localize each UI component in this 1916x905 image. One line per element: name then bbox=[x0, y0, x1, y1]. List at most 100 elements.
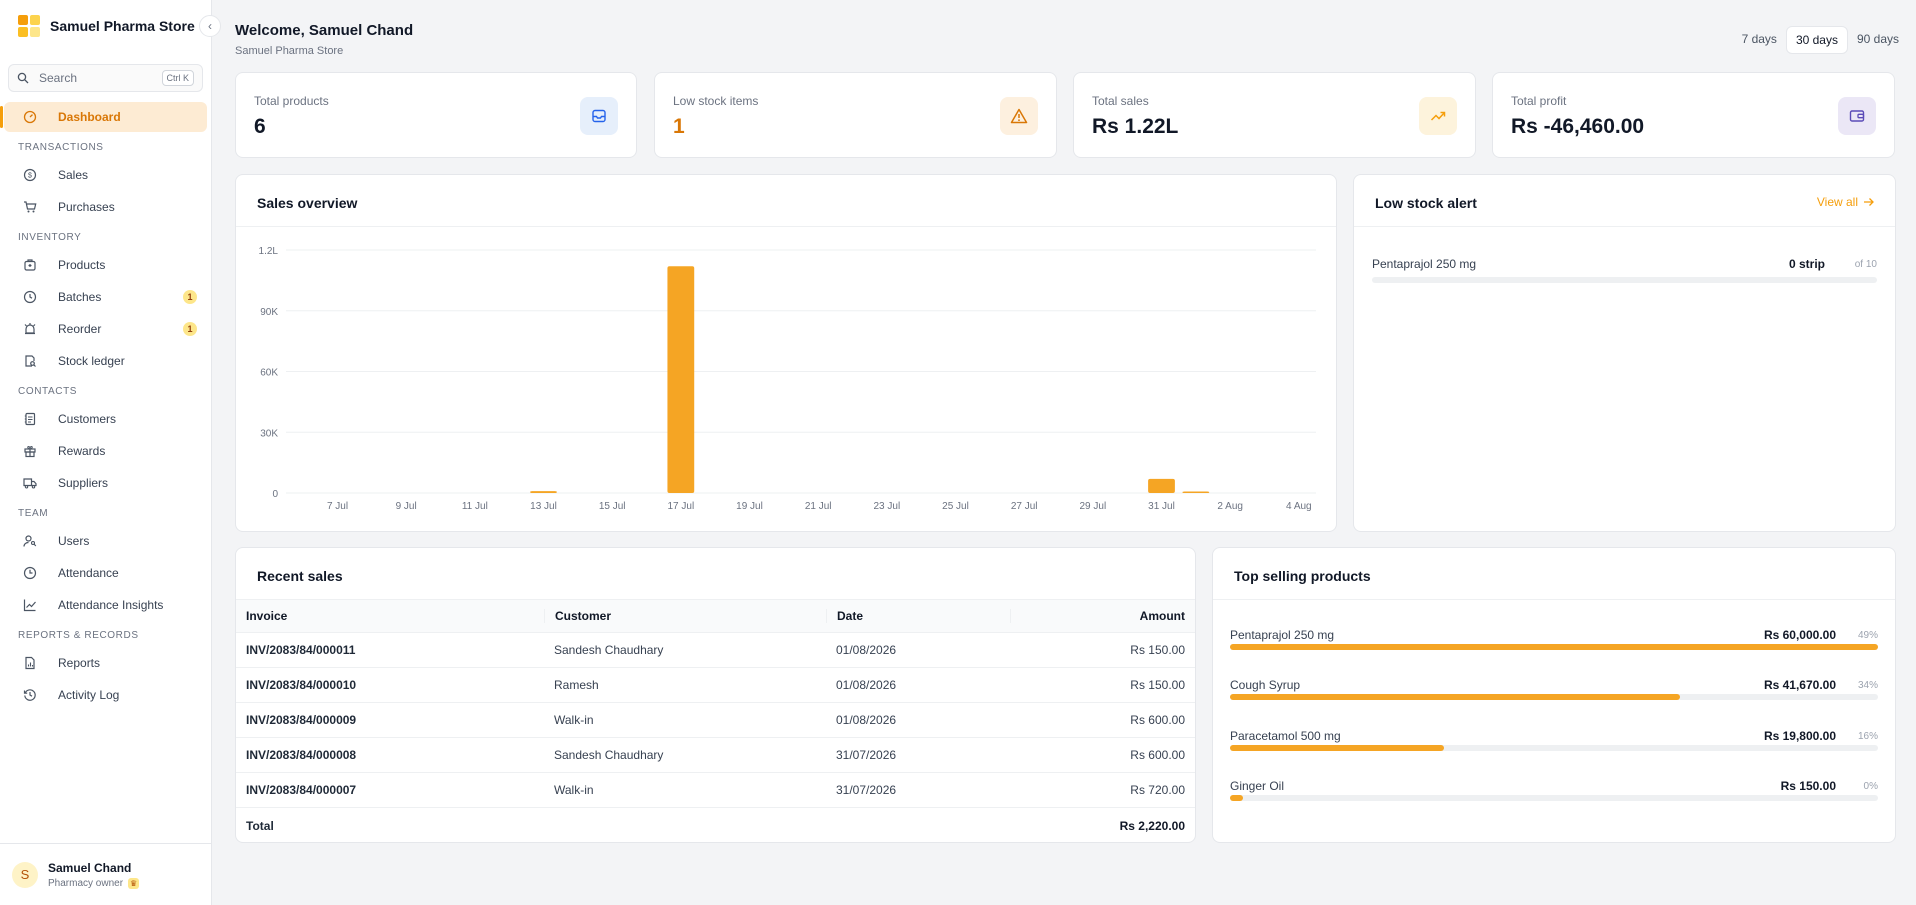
range-30-days[interactable]: 30 days bbox=[1785, 26, 1848, 54]
sidebar-item-rewards[interactable]: Rewards bbox=[4, 436, 207, 466]
table-header: Invoice Customer Date Amount bbox=[236, 599, 1195, 633]
section-team: TEAM bbox=[18, 508, 49, 519]
sidebar-item-stock-ledger[interactable]: Stock ledger bbox=[4, 346, 207, 376]
total-label: Total bbox=[246, 818, 274, 833]
y-tick-label: 90K bbox=[260, 307, 278, 318]
x-tick-label: 31 Jul bbox=[1148, 501, 1175, 512]
trending-up-icon bbox=[1419, 97, 1457, 135]
cell-date: 01/08/2026 bbox=[836, 713, 897, 727]
panel-title: Top selling products bbox=[1234, 568, 1371, 584]
user-profile[interactable]: S Samuel Chand Pharmacy owner ♛ bbox=[0, 843, 211, 905]
crown-icon: ♛ bbox=[128, 877, 140, 889]
stat-value: 1 bbox=[673, 115, 685, 138]
top-product-row[interactable]: Ginger Oil Rs 150.00 0% bbox=[1230, 779, 1878, 819]
bar-13-jul[interactable] bbox=[530, 491, 557, 493]
wallet-icon bbox=[1838, 97, 1876, 135]
user-key-icon bbox=[22, 533, 38, 549]
gift-icon bbox=[22, 443, 38, 459]
product-progress-track bbox=[1230, 795, 1878, 801]
product-progress-fill bbox=[1230, 644, 1878, 650]
search-input[interactable]: Search Ctrl K bbox=[8, 64, 203, 92]
cell-invoice: INV/2083/84/000008 bbox=[246, 748, 357, 762]
sidebar-item-customers[interactable]: Customers bbox=[4, 404, 207, 434]
cell-customer: Walk-in bbox=[554, 783, 594, 797]
sales-overview-panel: Sales overview 0 30K 60K 90K 1.2L 7 Jul 9 Jul 1… bbox=[235, 174, 1337, 532]
stat-card-low-stock[interactable]: Low stock items 1 bbox=[654, 72, 1057, 158]
sidebar-item-activity-log[interactable]: Activity Log bbox=[4, 680, 207, 710]
stat-card-total-products[interactable]: Total products 6 bbox=[235, 72, 637, 158]
low-stock-item-qty: 0 strip bbox=[1788, 257, 1825, 271]
product-amount: Rs 60,000.00 bbox=[1763, 628, 1836, 642]
cell-date: 01/08/2026 bbox=[836, 678, 897, 692]
top-product-row[interactable]: Cough Syrup Rs 41,670.00 34% bbox=[1230, 678, 1878, 718]
product-progress-fill bbox=[1230, 694, 1681, 700]
column-header-date[interactable]: Date bbox=[826, 609, 1010, 623]
table-row[interactable]: INV/2083/84/000009 Walk-in 01/08/2026 Rs… bbox=[236, 703, 1195, 738]
stat-label: Low stock items bbox=[673, 94, 759, 108]
cell-amount: Rs 150.00 bbox=[1130, 643, 1185, 657]
column-header-customer[interactable]: Customer bbox=[544, 609, 826, 623]
sidebar-item-products[interactable]: Products bbox=[4, 250, 207, 280]
sidebar: Samuel Pharma Store ‹ Search Ctrl K Dash… bbox=[0, 0, 221, 905]
warning-icon bbox=[1000, 97, 1038, 135]
arrow-right-icon bbox=[1864, 198, 1874, 206]
history-icon bbox=[22, 687, 38, 703]
sidebar-item-purchases[interactable]: Purchases bbox=[4, 192, 207, 222]
product-percent: 49% bbox=[1857, 630, 1878, 641]
x-tick-label: 21 Jul bbox=[805, 501, 832, 512]
product-progress-fill bbox=[1230, 795, 1243, 801]
cell-date: 01/08/2026 bbox=[836, 643, 897, 657]
x-tick-label: 25 Jul bbox=[942, 501, 969, 512]
divider bbox=[236, 226, 1336, 227]
sidebar-item-suppliers[interactable]: Suppliers bbox=[4, 468, 207, 498]
stat-card-total-profit[interactable]: Total profit Rs -46,460.00 bbox=[1492, 72, 1895, 158]
bar-31-jul[interactable] bbox=[1148, 478, 1175, 493]
sidebar-item-users[interactable]: Users bbox=[4, 526, 207, 556]
brand-name: Samuel Pharma Store bbox=[50, 18, 195, 34]
sidebar-item-batches[interactable]: Batches 1 bbox=[4, 282, 207, 312]
product-name: Pentaprajol 250 mg bbox=[1230, 628, 1335, 642]
table-row[interactable]: INV/2083/84/000007 Walk-in 31/07/2026 Rs… bbox=[236, 773, 1195, 808]
product-amount: Rs 150.00 bbox=[1780, 779, 1836, 793]
search-icon bbox=[17, 72, 29, 84]
column-header-amount[interactable]: Amount bbox=[1010, 609, 1195, 623]
low-stock-item-of: of 10 bbox=[1854, 259, 1877, 270]
product-name: Ginger Oil bbox=[1230, 779, 1285, 793]
page-header: Welcome, Samuel Chand Samuel Pharma Stor… bbox=[235, 22, 413, 57]
divider bbox=[1354, 226, 1895, 227]
sidebar-item-attendance-insights[interactable]: Attendance Insights bbox=[4, 590, 207, 620]
stat-label: Total profit bbox=[1511, 94, 1567, 108]
panel-title: Low stock alert bbox=[1375, 195, 1477, 211]
stat-card-total-sales[interactable]: Total sales Rs 1.22L bbox=[1073, 72, 1476, 158]
sidebar-item-label: Rewards bbox=[58, 444, 106, 458]
range-7-days[interactable]: 7 days bbox=[1741, 32, 1777, 46]
line-chart-icon bbox=[22, 597, 38, 613]
sidebar-item-label: Reports bbox=[58, 656, 101, 670]
product-name: Cough Syrup bbox=[1230, 678, 1301, 692]
cell-invoice: INV/2083/84/000007 bbox=[246, 783, 357, 797]
column-header-invoice[interactable]: Invoice bbox=[246, 609, 288, 623]
divider bbox=[1213, 599, 1895, 600]
sidebar-item-reports[interactable]: Reports bbox=[4, 648, 207, 678]
top-product-row[interactable]: Pentaprajol 250 mg Rs 60,000.00 49% bbox=[1230, 628, 1878, 668]
table-row[interactable]: INV/2083/84/000008 Sandesh Chaudhary 31/… bbox=[236, 738, 1195, 773]
product-progress-fill bbox=[1230, 745, 1444, 751]
sidebar-item-attendance[interactable]: Attendance bbox=[4, 558, 207, 588]
bar-17-jul[interactable] bbox=[667, 266, 695, 493]
range-90-days[interactable]: 90 days bbox=[1856, 32, 1899, 46]
sidebar-item-reorder[interactable]: Reorder 1 bbox=[4, 314, 207, 344]
x-tick-label: 7 Jul bbox=[327, 501, 348, 512]
sidebar-item-sales[interactable]: $ Sales bbox=[4, 160, 207, 190]
sidebar-item-dashboard[interactable]: Dashboard bbox=[0, 102, 207, 132]
sidebar-item-label: Stock ledger bbox=[58, 354, 125, 368]
ledger-search-icon bbox=[22, 353, 38, 369]
collapse-sidebar-button[interactable]: ‹ bbox=[199, 15, 221, 37]
table-row[interactable]: INV/2083/84/000011 Sandesh Chaudhary 01/… bbox=[236, 633, 1195, 668]
top-product-row[interactable]: Paracetamol 500 mg Rs 19,800.00 16% bbox=[1230, 729, 1878, 769]
bar-1-aug[interactable] bbox=[1182, 491, 1210, 494]
view-all-link[interactable]: View all bbox=[1817, 195, 1875, 209]
sidebar-item-label: Attendance bbox=[58, 566, 119, 580]
truck-icon bbox=[22, 475, 38, 491]
cell-customer: Sandesh Chaudhary bbox=[554, 643, 664, 657]
table-row[interactable]: INV/2083/84/000010 Ramesh 01/08/2026 Rs … bbox=[236, 668, 1195, 703]
